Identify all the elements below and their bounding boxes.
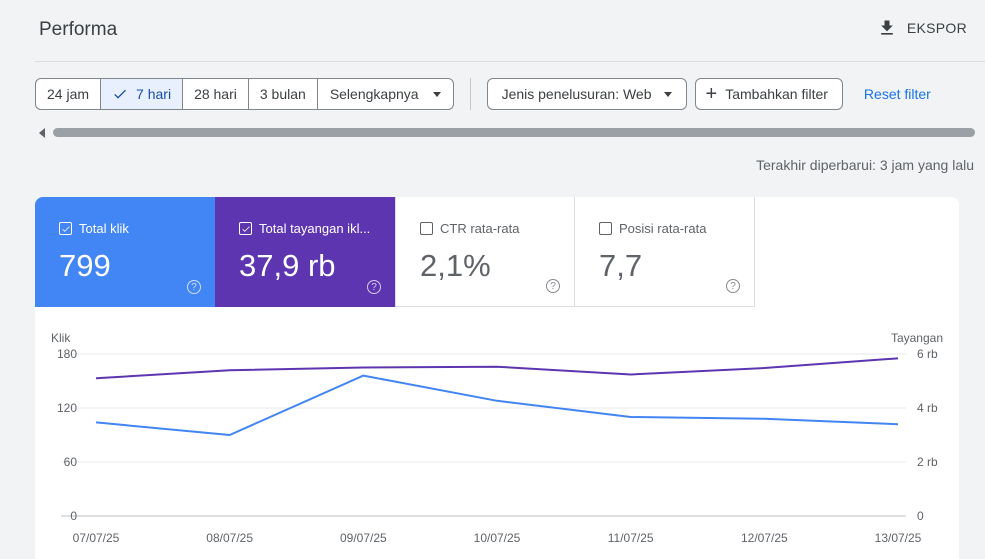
filter-divider xyxy=(469,78,471,110)
metric-average-position[interactable]: Posisi rata-rata 7,7 ? xyxy=(575,197,755,307)
search-type-dropdown[interactable]: Jenis penelusuran: Web xyxy=(486,78,687,110)
caret-down-icon xyxy=(663,91,672,97)
metric-label: CTR rata-rata xyxy=(440,221,520,236)
horizontal-scrollbar[interactable] xyxy=(35,125,985,141)
checkbox-checked-icon[interactable] xyxy=(239,222,252,235)
impressions-series-line xyxy=(95,357,899,380)
scrollbar-thumb[interactable] xyxy=(53,128,975,137)
checkbox-unchecked-icon[interactable] xyxy=(420,222,433,235)
left-axis-label: Klik xyxy=(51,331,71,345)
check-icon xyxy=(114,89,127,99)
date-range-7d[interactable]: 7 hari xyxy=(101,79,184,109)
x-tick-label: 10/07/25 xyxy=(474,531,521,545)
help-icon[interactable]: ? xyxy=(367,280,381,294)
date-range-3m[interactable]: 3 bulan xyxy=(249,79,318,109)
plus-icon: + xyxy=(705,83,718,105)
x-tick-label: 08/07/25 xyxy=(206,531,253,545)
performance-card: Total klik 799 ? Total tayangan ikl... 3… xyxy=(35,197,959,559)
metric-average-ctr[interactable]: CTR rata-rata 2,1% ? xyxy=(395,197,575,307)
metric-value: 2,1% xyxy=(420,248,491,283)
right-axis-label: Tayangan xyxy=(891,331,943,345)
date-range-28d[interactable]: 28 hari xyxy=(183,79,249,109)
metric-label: Posisi rata-rata xyxy=(619,221,707,236)
metric-value: 37,9 rb xyxy=(239,248,336,283)
left-tick-label: 180 xyxy=(57,347,77,361)
add-filter-button[interactable]: + Tambahkan filter xyxy=(694,78,843,110)
header-divider xyxy=(35,61,985,62)
export-button[interactable]: EKSPOR xyxy=(877,18,967,38)
right-tick-label: 0 xyxy=(917,509,924,523)
right-tick-label: 4 rb xyxy=(917,401,938,415)
reset-filter-link[interactable]: Reset filter xyxy=(863,86,931,102)
left-tick-label: 60 xyxy=(64,455,78,469)
x-tick-label: 09/07/25 xyxy=(340,531,387,545)
x-tick-label: 07/07/25 xyxy=(73,531,120,545)
caret-down-icon xyxy=(432,91,441,97)
x-tick-label: 13/07/25 xyxy=(875,531,922,545)
help-icon[interactable]: ? xyxy=(187,280,201,294)
metric-value: 7,7 xyxy=(599,248,643,283)
export-label: EKSPOR xyxy=(906,20,967,36)
page-header: Performa EKSPOR xyxy=(0,0,985,62)
metric-value: 799 xyxy=(59,248,111,283)
x-tick-label: 11/07/25 xyxy=(608,531,654,545)
metric-total-impressions[interactable]: Total tayangan ikl... 37,9 rb ? xyxy=(215,197,395,307)
scroll-left-icon[interactable] xyxy=(39,128,45,138)
left-tick-label: 0 xyxy=(70,509,77,523)
x-tick-label: 12/07/25 xyxy=(741,531,788,545)
help-icon[interactable]: ? xyxy=(546,279,560,293)
right-tick-label: 6 rb xyxy=(917,347,938,361)
right-tick-label: 2 rb xyxy=(917,455,938,469)
clicks-series-line xyxy=(95,374,899,436)
download-icon xyxy=(881,20,893,35)
date-range-24h[interactable]: 24 jam xyxy=(36,79,102,109)
date-range-more-dropdown[interactable]: Selengkapnya xyxy=(318,79,453,109)
metric-label: Total tayangan ikl... xyxy=(259,221,371,236)
page-title: Performa xyxy=(39,19,118,40)
performance-chart: Klik Tayangan 0 0 60 2 rb 120 4 rb 180 6 rb 07/0… xyxy=(51,331,943,545)
metric-total-clicks[interactable]: Total klik 799 ? xyxy=(35,197,215,307)
filter-bar: 24 jam 7 hari 28 hari 3 bulan Selengkapn… xyxy=(35,78,931,110)
left-tick-label: 120 xyxy=(57,401,77,415)
metric-label: Total klik xyxy=(79,221,129,236)
help-icon[interactable]: ? xyxy=(726,279,740,293)
date-range-selector: 24 jam 7 hari 28 hari 3 bulan Selengkapn… xyxy=(35,78,454,110)
checkbox-checked-icon[interactable] xyxy=(59,222,72,235)
last-updated-text: Terakhir diperbarui: 3 jam yang lalu xyxy=(756,157,974,173)
checkbox-unchecked-icon[interactable] xyxy=(599,222,612,235)
